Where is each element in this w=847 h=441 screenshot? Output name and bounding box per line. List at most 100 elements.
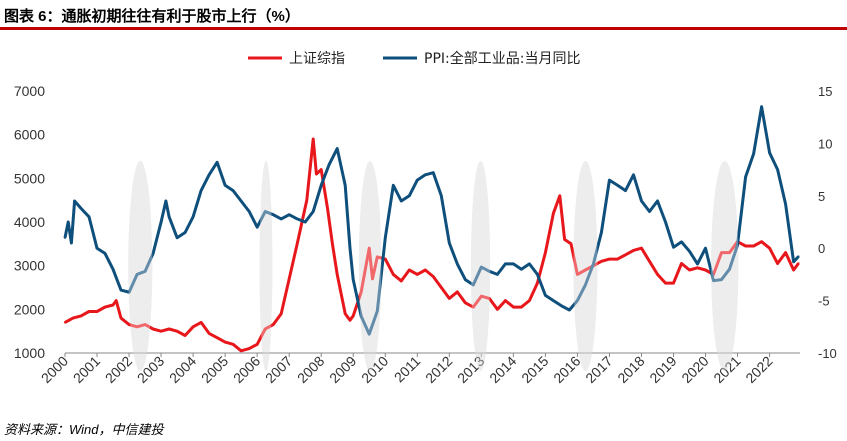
- index-point: [600, 260, 603, 263]
- left-tick-label: 5000: [14, 170, 45, 186]
- index-point: [87, 310, 91, 313]
- index-point: [315, 172, 318, 176]
- ppi-point: [95, 247, 99, 250]
- index-point: [744, 244, 747, 248]
- right-tick-label: -10: [818, 346, 837, 361]
- index-point: [207, 332, 211, 335]
- shaded-period-overlay-6: [711, 161, 739, 371]
- ppi-point: [432, 171, 435, 174]
- index-point: [448, 297, 451, 300]
- ppi-point: [496, 273, 499, 276]
- index-point: [392, 273, 395, 276]
- ppi-point: [712, 279, 715, 282]
- index-point: [424, 268, 427, 272]
- ppi-point: [67, 220, 70, 224]
- index-point: [569, 242, 573, 246]
- shaded-period-5: [573, 161, 598, 371]
- index-point: [632, 249, 635, 252]
- index-point: [696, 266, 699, 270]
- ppi-point: [440, 194, 443, 197]
- ppi-point: [295, 217, 299, 221]
- index-point: [143, 323, 147, 326]
- ppi-point: [797, 255, 800, 258]
- index-point: [119, 316, 123, 320]
- ppi-point: [584, 283, 587, 287]
- left-tick-label: 3000: [14, 258, 45, 274]
- ppi-point: [215, 161, 219, 164]
- index-point: [71, 316, 75, 320]
- series-lines: [63, 105, 800, 353]
- ppi-point: [472, 283, 475, 287]
- index-point: [472, 305, 475, 309]
- index-point: [271, 323, 275, 326]
- index-point: [63, 321, 67, 324]
- index-point: [400, 279, 403, 283]
- x-tick-label: 2018: [614, 353, 647, 386]
- ppi-point: [271, 213, 275, 216]
- ppi-point: [752, 152, 755, 156]
- ppi-point: [768, 151, 771, 155]
- index-point: [797, 262, 800, 265]
- ppi-point: [408, 194, 411, 197]
- ppi-point: [79, 207, 83, 210]
- index-point: [504, 299, 507, 302]
- index-point: [672, 281, 675, 285]
- ppi-point: [776, 168, 779, 171]
- x-tick-label: 2014: [486, 353, 519, 386]
- ppi-point: [616, 184, 619, 187]
- index-point: [111, 303, 115, 307]
- x-tick-label: 2016: [550, 353, 583, 386]
- ppi-point: [199, 189, 203, 192]
- index-point: [648, 260, 651, 263]
- right-tick-label: 0: [818, 241, 825, 256]
- x-tick-label: 2022: [742, 353, 775, 386]
- index-point: [295, 242, 299, 246]
- index-point: [558, 194, 562, 197]
- ppi-point: [360, 315, 363, 318]
- ppi-point: [247, 210, 251, 213]
- ppi-point: [512, 262, 515, 266]
- index-point: [151, 327, 155, 331]
- index-point: [352, 314, 355, 318]
- ppi-point: [287, 213, 291, 216]
- ppi-point: [63, 236, 67, 239]
- index-point: [656, 273, 659, 276]
- index-line: [64, 137, 800, 353]
- index-point: [360, 290, 363, 294]
- index-point: [95, 310, 99, 313]
- index-point: [279, 312, 283, 315]
- ppi-point: [312, 210, 315, 213]
- ppi-point: [792, 260, 795, 264]
- ppi-point: [760, 105, 763, 108]
- index-point: [263, 327, 267, 331]
- index-point: [371, 277, 374, 280]
- legend-label-ppi: PPI:全部工业品:当月同比: [424, 50, 580, 67]
- index-point: [528, 299, 531, 302]
- index-point: [536, 281, 539, 285]
- x-tick-label: 2012: [422, 353, 455, 386]
- index-point: [368, 247, 371, 250]
- ppi-point: [400, 199, 403, 203]
- left-tick-label: 2000: [14, 301, 45, 317]
- legend: 上证综指 PPI:全部工业品:当月同比: [248, 50, 580, 67]
- left-tick-label: 4000: [14, 214, 45, 230]
- x-tick-label: 2001: [70, 353, 103, 386]
- ppi-point: [175, 236, 179, 239]
- shaded-period-overlay-1: [128, 161, 153, 371]
- ppi-point: [73, 199, 76, 203]
- ppi-point: [744, 175, 747, 179]
- index-point: [348, 319, 352, 322]
- ppi-point: [728, 267, 731, 271]
- ppi-point: [255, 226, 259, 229]
- x-tick-label: 2011: [391, 353, 424, 386]
- index-point: [408, 268, 411, 272]
- index-point: [608, 257, 611, 261]
- ppi-point: [600, 231, 603, 234]
- ppi-point: [696, 262, 699, 266]
- index-point: [488, 297, 491, 300]
- ppi-point: [344, 184, 347, 187]
- x-tick-label: 2019: [646, 353, 679, 386]
- index-point: [520, 305, 523, 309]
- index-point: [664, 281, 667, 285]
- index-point: [760, 240, 763, 243]
